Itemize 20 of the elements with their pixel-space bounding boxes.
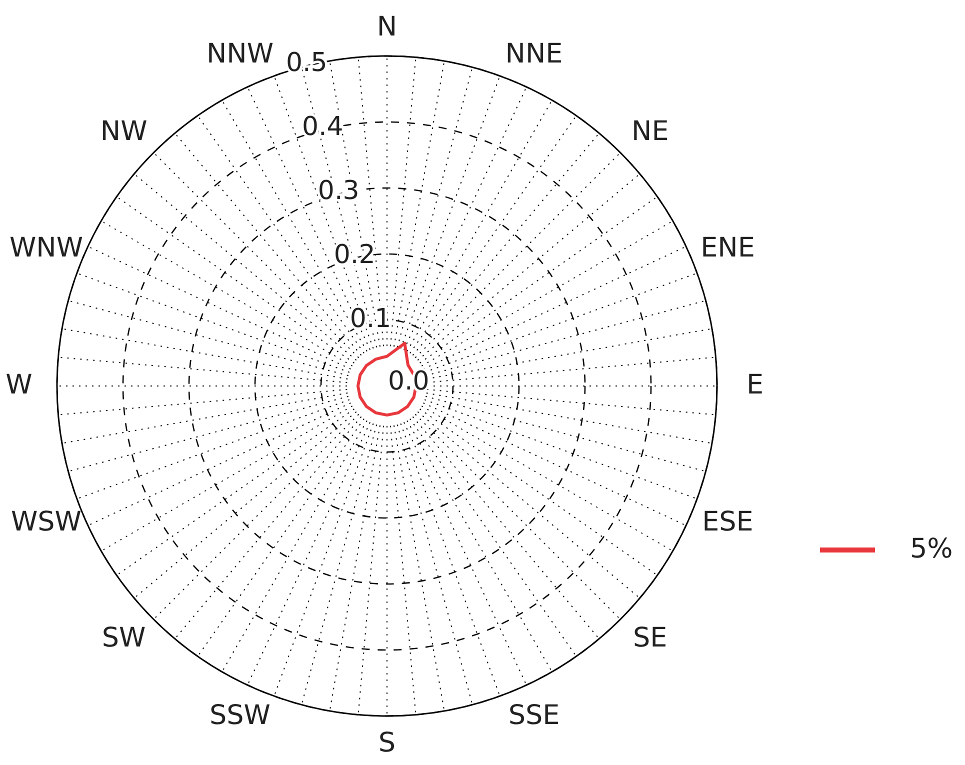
spoke-label: SSW [210,700,270,732]
spoke-label: S [378,727,396,758]
spoke-label: NNW [206,38,274,70]
spoke-label: SSE [508,700,560,732]
spoke-label: W [6,369,32,400]
spoke-label: WNW [9,232,84,264]
y-tick-label: 0.2 [334,240,376,270]
spoke-label: SW [102,622,146,654]
spoke-label: SE [633,622,668,654]
spoke-label: NNE [505,38,563,70]
spoke-label: ESE [702,506,754,538]
legend-label: 5% [910,533,953,564]
spoke-label: NW [100,116,148,148]
spoke-label: WSW [10,506,82,538]
y-tick-label: 0.4 [302,112,344,142]
y-tick-label: 0.3 [318,176,360,206]
spoke-label: ENE [700,232,755,264]
spoke-label: N [376,11,398,42]
spoke-label: E [746,369,764,400]
spoke-label: NE [632,116,669,148]
